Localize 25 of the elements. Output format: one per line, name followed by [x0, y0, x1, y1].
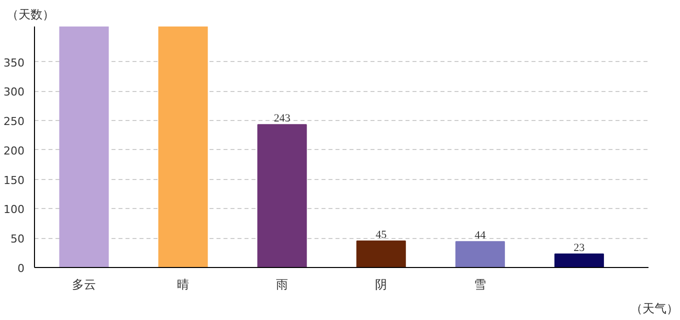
y-tick-label: 150: [4, 174, 25, 187]
bar: [158, 26, 208, 268]
bar: [356, 240, 406, 268]
data-label: 44: [474, 230, 486, 242]
y-tick-label: 100: [4, 203, 25, 216]
x-tick-label: 阴: [375, 278, 388, 292]
bar: [257, 124, 307, 268]
y-tick-label: 350: [4, 56, 25, 70]
bar: [455, 241, 505, 268]
bar: [59, 26, 109, 268]
y-axis-title: （天数）: [6, 8, 54, 22]
data-label: 243: [274, 112, 291, 125]
x-tick-label: 雨: [276, 278, 288, 292]
x-axis-title: （天气）: [630, 302, 678, 316]
x-tick-label: 多云: [72, 278, 96, 292]
y-tick-label: 300: [4, 86, 25, 99]
y-tick-label: 200: [4, 144, 25, 158]
x-tick-label: 晴: [177, 278, 190, 292]
y-tick-label: 250: [4, 115, 25, 128]
y-tick-label: 50: [10, 232, 25, 246]
data-label: 23: [574, 242, 586, 254]
x-tick-label: 雪: [474, 278, 486, 292]
y-tick-label: 0: [18, 262, 24, 275]
data-label: 45: [376, 229, 388, 242]
bar: [554, 253, 604, 268]
